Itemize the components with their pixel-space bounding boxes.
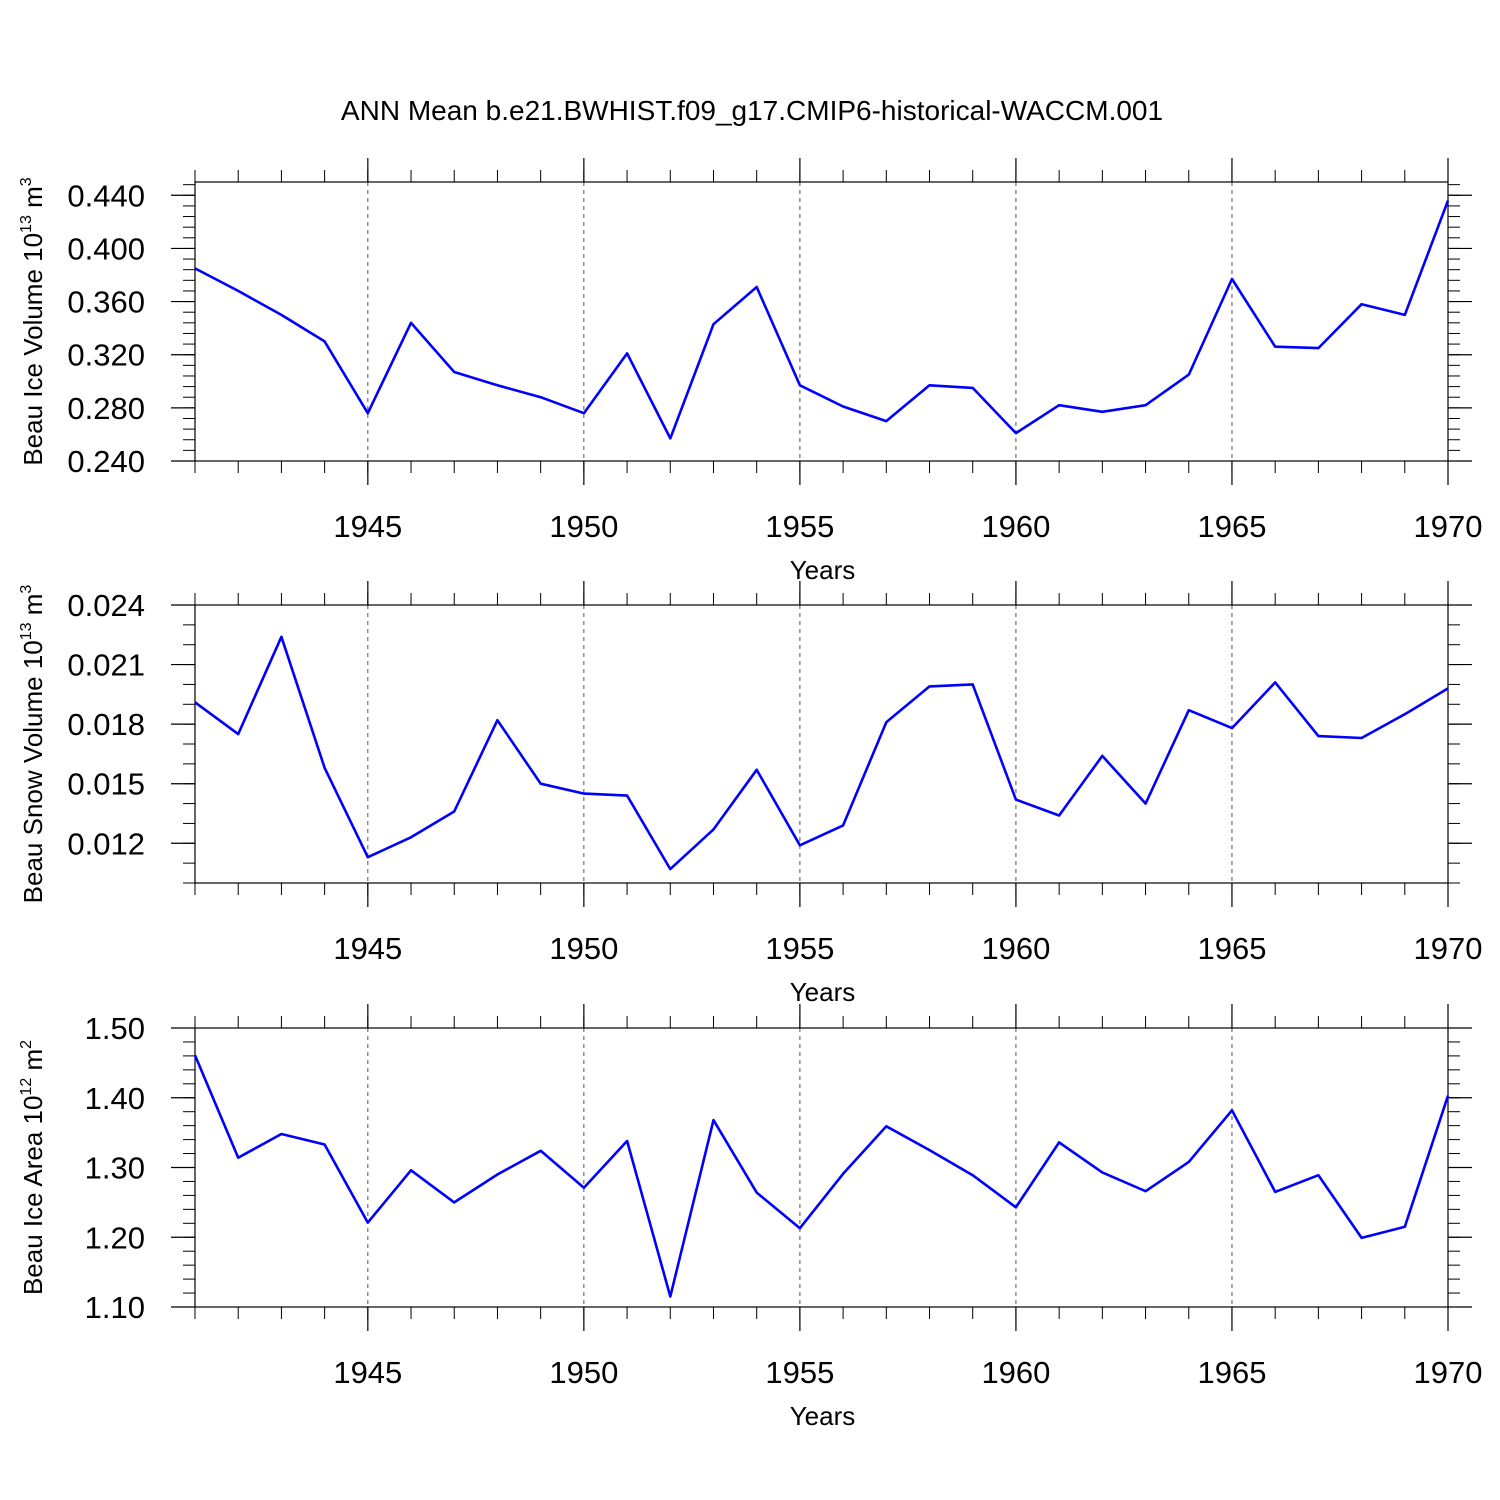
- x-tick-label: 1945: [333, 931, 402, 966]
- x-tick-label: 1970: [1414, 931, 1483, 966]
- y-tick-label: 0.018: [67, 707, 145, 742]
- y-tick-label: 0.024: [67, 588, 145, 623]
- y-axis-title-text: Beau Ice Volume 10: [18, 233, 48, 466]
- x-tick-label: 1965: [1197, 931, 1266, 966]
- y-axis-title-superscript: 13: [18, 622, 35, 640]
- x-axis-title: Years: [790, 555, 856, 585]
- y-axis-title: Beau Ice Area 1012 m2: [18, 1040, 48, 1295]
- y-tick-label: 0.440: [67, 178, 145, 213]
- y-tick-label: 0.400: [67, 231, 145, 266]
- y-axis-title-superscript: 2: [18, 1040, 35, 1049]
- plot-frame: [194, 181, 1449, 462]
- y-axis-title: Beau Snow Volume 1013 m3: [18, 585, 48, 904]
- y-axis-title-text: m: [18, 1049, 48, 1078]
- x-tick-label: 1960: [981, 931, 1050, 966]
- x-axis-title: Years: [790, 977, 856, 1007]
- x-tick-label: 1950: [549, 1355, 618, 1390]
- x-tick-label: 1960: [981, 509, 1050, 544]
- x-tick-label: 1965: [1197, 509, 1266, 544]
- panel-3: 1945 1950 1955 1960 1965 1970 1.10 1.20 1.30 1.40…: [18, 1004, 1482, 1431]
- y-axis-title: Beau Ice Volume 1013 m3: [18, 177, 48, 465]
- panel-2: 1945 1950 1955 1960 1965 1970 0.012 0.015 0.018 0…: [18, 581, 1482, 1007]
- x-tick-label: 1955: [765, 931, 834, 966]
- y-tick-label: 0.021: [67, 648, 145, 683]
- series-line: [193, 1054, 1450, 1298]
- y-axis-title-superscript: 3: [18, 585, 35, 594]
- y-axis-title-text: Beau Snow Volume 10: [18, 640, 48, 903]
- y-tick-label: 0.012: [67, 826, 145, 861]
- chart-title: ANN Mean b.e21.BWHIST.f09_g17.CMIP6-hist…: [341, 95, 1163, 126]
- x-tick-label: 1950: [549, 509, 618, 544]
- y-axis-title-superscript: 12: [18, 1078, 35, 1096]
- plot-frame: [194, 1027, 1449, 1308]
- x-tick-label: 1955: [765, 509, 834, 544]
- y-tick-label: 0.320: [67, 338, 145, 373]
- panels: 1945 1950 1955 1960 1965 1970 0.240 0.280 0.320 0…: [18, 158, 1482, 1431]
- series-line: [194, 635, 1449, 871]
- y-axis-title-superscript: 13: [18, 215, 35, 233]
- y-tick-label: 0.280: [67, 391, 145, 426]
- x-tick-label: 1970: [1414, 1355, 1483, 1390]
- x-tick-label: 1945: [333, 509, 402, 544]
- series-line: [194, 200, 1450, 440]
- plot-frame: [194, 604, 1449, 884]
- x-tick-label: 1945: [333, 1355, 402, 1390]
- y-tick-label: 0.015: [67, 767, 145, 802]
- y-tick-label: 0.360: [67, 285, 145, 320]
- x-tick-label: 1955: [765, 1355, 834, 1390]
- y-tick-label: 1.10: [85, 1290, 145, 1325]
- y-axis-title-text: Beau Ice Area 10: [18, 1096, 48, 1295]
- y-tick-label: 1.50: [85, 1011, 145, 1046]
- y-tick-label: 1.20: [85, 1220, 145, 1255]
- x-tick-label: 1960: [981, 1355, 1050, 1390]
- y-axis-title-text: m: [18, 594, 48, 623]
- y-tick-label: 1.30: [85, 1151, 145, 1186]
- x-tick-label: 1965: [1197, 1355, 1266, 1390]
- y-axis-title-text: m: [18, 186, 48, 215]
- x-tick-label: 1950: [549, 931, 618, 966]
- y-tick-label: 0.240: [67, 444, 145, 479]
- x-tick-label: 1970: [1414, 509, 1483, 544]
- y-tick-label: 1.40: [85, 1081, 145, 1116]
- x-axis-title: Years: [790, 1401, 856, 1431]
- y-axis-title-superscript: 3: [18, 177, 35, 186]
- panel-1: 1945 1950 1955 1960 1965 1970 0.240 0.280 0.320 0…: [18, 158, 1482, 585]
